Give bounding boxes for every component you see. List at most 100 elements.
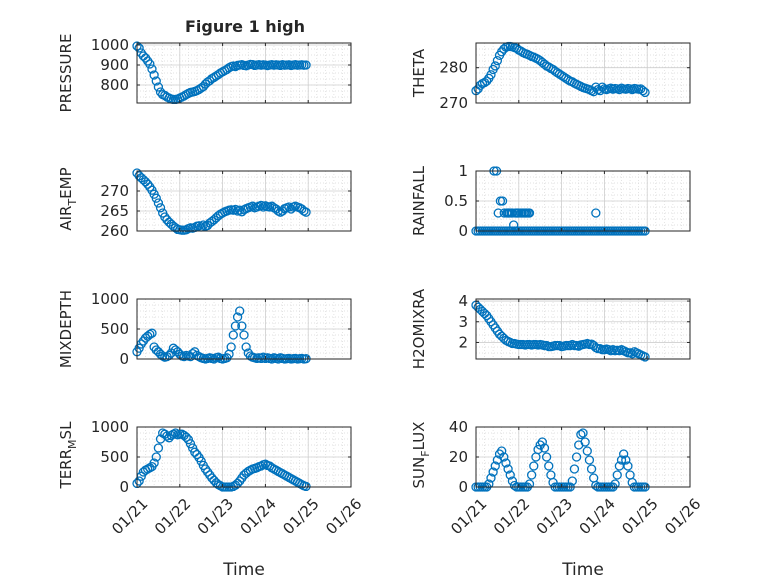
data-point xyxy=(486,473,496,483)
data-point xyxy=(576,429,586,440)
y-tick-label: 800 xyxy=(100,76,129,94)
y-tick-label: 265 xyxy=(100,202,129,220)
x-tick-label: 01/21 xyxy=(447,495,490,538)
data-point xyxy=(194,351,204,362)
data-point xyxy=(503,464,513,474)
data-point xyxy=(539,443,550,453)
y-axis-label: RAINFALL xyxy=(410,165,428,236)
x-tick-label: 01/23 xyxy=(194,495,237,538)
y-tick-label: 260 xyxy=(100,222,129,240)
y-axis-label: PRESSURE xyxy=(57,34,75,113)
data-point xyxy=(612,470,622,480)
data-point xyxy=(529,461,539,471)
data-point xyxy=(507,476,518,486)
data-point xyxy=(627,349,637,359)
data-point xyxy=(134,43,144,53)
data-point xyxy=(226,342,236,352)
data-point xyxy=(586,464,597,474)
data-point xyxy=(623,461,633,471)
y-tick-label: 0 xyxy=(119,350,129,368)
y-tick-label: 270 xyxy=(100,182,129,200)
x-axis-label: Time xyxy=(222,560,265,580)
data-point xyxy=(147,328,157,338)
data-point xyxy=(237,321,247,331)
data-point xyxy=(258,352,268,362)
data-point xyxy=(541,452,552,462)
data-point xyxy=(619,449,629,459)
data-point xyxy=(153,82,164,92)
data-point xyxy=(235,306,245,316)
data-point xyxy=(486,70,496,80)
data-point xyxy=(492,56,503,66)
data-point xyxy=(509,220,519,230)
x-tick-label: 01/22 xyxy=(151,495,194,538)
data-point xyxy=(145,329,155,340)
data-point xyxy=(241,342,251,352)
data-point xyxy=(245,351,256,361)
data-point xyxy=(245,465,256,475)
data-point xyxy=(155,203,166,213)
axes-box xyxy=(475,42,691,104)
data-point xyxy=(524,208,535,218)
subplot-terr-msl: 0 500 1000 TERRMSL 01/21 01/22 01/23 01/24 01/25… xyxy=(57,418,365,580)
data-point xyxy=(584,455,595,465)
x-tick-label: 01/24 xyxy=(576,495,619,538)
y-tick-label: 0 xyxy=(458,478,468,496)
data-point xyxy=(235,205,245,215)
y-tick-label: 500 xyxy=(100,320,129,338)
data-point xyxy=(610,479,620,489)
x-tick-label: 01/23 xyxy=(533,495,576,538)
y-tick-label: 900 xyxy=(100,56,129,74)
subplot-mixdepth: 0 500 1000 MIXDEPTH xyxy=(57,290,352,368)
y-axis-label: H2OMIXRA xyxy=(410,288,428,369)
x-tick-label: 01/24 xyxy=(237,495,280,538)
series-markers xyxy=(132,168,311,235)
data-point xyxy=(497,446,507,456)
data-point xyxy=(224,63,234,73)
data-point xyxy=(301,481,311,492)
data-point xyxy=(640,87,650,98)
data-point xyxy=(638,86,648,96)
y-tick-label: 20 xyxy=(449,448,468,466)
data-point xyxy=(578,428,588,438)
subplot-h2omixra: 2 3 4 H2OMIXRA xyxy=(410,288,691,369)
subplot-sun-flux: 0 20 40 SUNFLUX 01/21 01/22 01/23 01/24 01/25 01/… xyxy=(410,418,704,580)
data-point xyxy=(151,76,161,86)
series-markers xyxy=(132,306,311,364)
data-point xyxy=(533,444,543,455)
data-point xyxy=(215,481,226,491)
y-tick-label: 1000 xyxy=(91,290,129,308)
data-point xyxy=(170,428,181,438)
y-axis-label: MIXDEPTH xyxy=(57,290,75,368)
data-point xyxy=(239,330,249,340)
data-point xyxy=(490,461,500,471)
data-point xyxy=(591,208,601,218)
data-point xyxy=(301,60,311,70)
y-axis-label: SUNFLUX xyxy=(410,422,432,489)
data-point xyxy=(134,476,144,486)
data-point xyxy=(591,480,601,491)
subplot-pressure: 800 900 1000 PRESSURE xyxy=(57,34,352,113)
axes-box xyxy=(136,42,352,104)
data-point xyxy=(299,206,309,216)
data-point xyxy=(571,452,582,462)
y-tick-label: 0.5 xyxy=(444,192,468,210)
data-point xyxy=(526,470,537,480)
axes-box xyxy=(136,170,352,232)
data-point xyxy=(153,198,164,208)
data-point xyxy=(170,223,181,233)
data-point xyxy=(145,59,155,69)
y-tick-label: 1 xyxy=(458,162,468,180)
y-tick-label: 0 xyxy=(119,478,129,496)
data-point xyxy=(297,479,307,490)
data-point xyxy=(143,179,153,189)
data-point xyxy=(482,76,492,86)
data-point xyxy=(499,452,509,462)
y-tick-label: 270 xyxy=(439,94,468,112)
data-point xyxy=(616,455,627,465)
data-point xyxy=(151,193,161,203)
y-tick-label: 1000 xyxy=(91,418,129,436)
data-point xyxy=(614,84,625,95)
data-point xyxy=(181,225,191,235)
data-point xyxy=(569,464,580,474)
